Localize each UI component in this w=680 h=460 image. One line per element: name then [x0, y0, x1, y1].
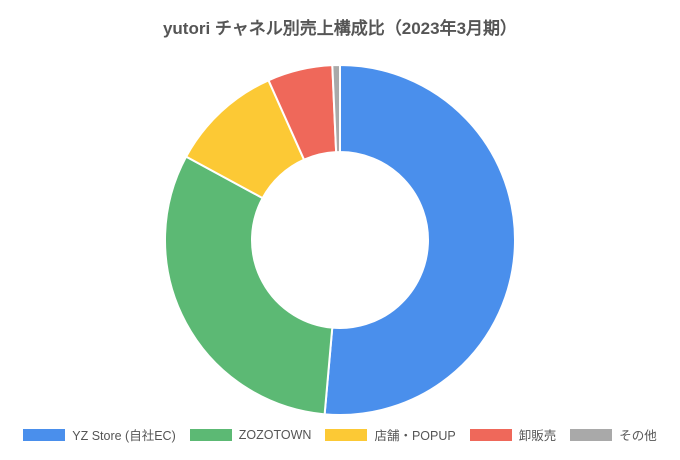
legend-label: 卸販売	[518, 429, 557, 443]
legend-swatch	[570, 428, 613, 441]
legend-swatch	[325, 428, 368, 441]
legend-item: 卸販売	[469, 425, 557, 444]
legend-label: YZ Store (自社EC)	[72, 429, 176, 443]
legend-item: ZOZOTOWN	[189, 425, 312, 444]
slice-4	[331, 63, 341, 154]
legend-label: その他	[619, 429, 657, 443]
legend-swatch	[23, 428, 66, 441]
legend-label: ZOZOTOWN	[238, 427, 312, 442]
legend-item: その他	[570, 425, 657, 444]
legend-item: YZ Store (自社EC)	[23, 425, 176, 444]
legend-swatch	[189, 428, 232, 441]
slice-1	[164, 155, 334, 416]
legend: YZ Store (自社EC) ZOZOTOWN 店舗・POPUP 卸販売 その他	[0, 425, 680, 444]
slice-0	[323, 63, 516, 416]
legend-swatch	[469, 428, 512, 441]
chart-title: yutori チャネル別売上構成比（2023年3月期）	[162, 19, 518, 38]
legend-item: 店舗・POPUP	[325, 425, 456, 444]
legend-label: 店舗・POPUP	[374, 429, 456, 443]
donut-chart	[164, 63, 516, 416]
